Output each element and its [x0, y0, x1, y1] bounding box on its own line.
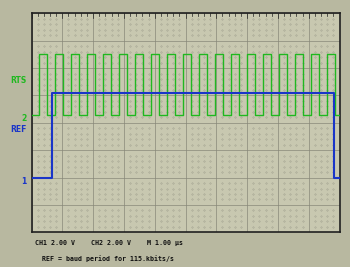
Text: 2: 2 — [22, 114, 27, 123]
Text: REF: REF — [10, 125, 27, 134]
Text: RTS: RTS — [10, 76, 27, 85]
Text: REF = baud period for 115.kbits/s: REF = baud period for 115.kbits/s — [42, 256, 174, 262]
Text: CH1 2.00 V    CH2 2.00 V    M 1.00 μs: CH1 2.00 V CH2 2.00 V M 1.00 μs — [35, 240, 183, 246]
Text: 1: 1 — [22, 177, 27, 186]
